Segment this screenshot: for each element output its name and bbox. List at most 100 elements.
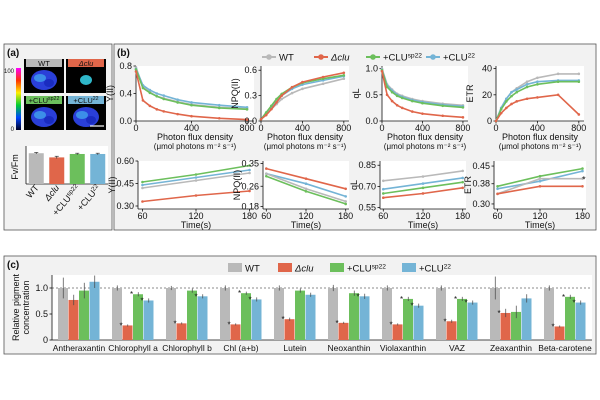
data-point-CLU22: [217, 103, 221, 107]
data-point-dclu: [290, 85, 294, 89]
significance-mark: *: [572, 299, 575, 308]
bar-CLU22: [89, 281, 100, 340]
y-axis-label: qL: [351, 88, 361, 98]
y-axis-label: ETR: [465, 84, 475, 103]
data-point-CLUsp22: [134, 68, 138, 71]
bar-CLUsp22: [457, 298, 467, 340]
data-point-WT: [536, 76, 539, 80]
data-point-WT: [141, 186, 144, 190]
legend-swatch-CLUsp22: [330, 263, 344, 272]
data-point-dclu: [148, 104, 152, 108]
x-tick-label: VAZ: [449, 343, 465, 353]
data-point-CLU22: [155, 92, 159, 95]
data-point-CLUsp22: [577, 80, 581, 84]
x-tick-label: 60: [137, 211, 147, 221]
bar-CLUsp22: [295, 290, 305, 340]
x-axis-label-2: (μmol photons m⁻² s⁻¹): [264, 142, 347, 151]
data-point-WT: [280, 97, 284, 101]
plant-blob-inner: [44, 116, 54, 124]
bar-CLUsp22: [349, 293, 359, 340]
data-point-CLU22: [461, 176, 464, 180]
data-point-CLU22: [162, 94, 166, 97]
data-point-dclu: [275, 101, 278, 104]
data-point-dclu: [382, 196, 385, 200]
y-axis-label-2: concentration: [21, 280, 31, 334]
data-point-CLUsp22: [342, 74, 346, 77]
bar-WT: [112, 288, 122, 340]
x-tick-label: Zeaxanthin: [490, 343, 532, 353]
data-point-dclu: [270, 107, 273, 111]
data-point-dclu: [194, 194, 198, 197]
data-point-WT: [538, 177, 542, 180]
data-point-WT: [556, 72, 560, 76]
bar-CLU22: [251, 299, 262, 340]
data-point-CLU22: [304, 182, 308, 186]
line-chart-b4: 0 400 800 0 20 40 ETR Photon flux density(μmol …: [465, 64, 586, 151]
data-point-CLUsp22: [411, 99, 414, 103]
data-point-WT: [304, 187, 308, 191]
bar-CLU22: [305, 294, 316, 340]
data-point-dclu: [259, 118, 263, 121]
legend-marker-dclu: [318, 54, 324, 60]
data-point-WT: [581, 177, 584, 180]
data-point-CLUsp22: [270, 104, 273, 108]
legend-b: WT Δclu +CLUsp22 +CLU22: [262, 53, 475, 64]
bar-CLU22: [521, 298, 532, 340]
data-point-dclu: [245, 118, 249, 121]
y-tick-label: 0.35: [241, 159, 259, 169]
y-tick-label: 0.3: [244, 91, 257, 101]
data-point-CLU22: [538, 179, 542, 183]
data-point-WT: [344, 200, 347, 203]
x-axis-label-2: (μmol photons m⁻² s⁻¹): [499, 142, 582, 151]
legend-label-CLUsp22: +CLUsp22: [347, 264, 386, 275]
bar-WT: [544, 288, 554, 340]
bar-CLUsp22: [69, 153, 85, 184]
data-point-CLU22: [344, 195, 347, 198]
significance-mark: *: [464, 299, 467, 308]
data-point-dclu: [515, 100, 519, 103]
data-point-CLU22: [581, 169, 584, 173]
y-tick-label: 0.0: [119, 116, 132, 126]
bar-CLU22: [413, 305, 424, 340]
x-tick-label: 400: [415, 123, 430, 133]
x-tick-label: Chlorophyll b: [162, 343, 212, 353]
legend-swatch-CLU22: [402, 263, 416, 272]
bar-CLU22: [467, 302, 478, 340]
data-point-WT: [525, 80, 529, 84]
significance-mark: *: [335, 319, 338, 328]
data-point-dclu: [421, 112, 424, 115]
data-point-dclu: [141, 99, 145, 102]
plot-area: [138, 161, 254, 209]
x-tick-label: 120: [415, 211, 430, 221]
data-point-CLUsp22: [538, 174, 542, 178]
significance-mark: *: [389, 320, 392, 329]
y-tick-label: 1.0: [35, 283, 48, 293]
image-label-0: WT: [38, 59, 50, 68]
y-axis-label: Y(II): [107, 176, 117, 193]
data-point-CLUsp22: [421, 186, 425, 190]
data-point-dclu: [190, 114, 193, 118]
data-point-CLUsp22: [382, 192, 385, 195]
bar-WT: [166, 288, 176, 340]
x-axis-label: Photon flux density: [157, 132, 234, 142]
data-point-dclu: [411, 110, 414, 113]
x-tick-label: 180: [338, 211, 353, 221]
data-point-dclu: [395, 103, 399, 107]
data-point-dclu: [510, 102, 513, 106]
bar-dclu: [49, 157, 65, 184]
bar-WT: [58, 288, 68, 340]
bar-dclu: [284, 319, 295, 340]
data-point-dclu: [264, 113, 268, 117]
line-chart-b8: 60 120 180 0.30 0.38 0.45 ETR Time(s) *: [463, 161, 590, 230]
x-tick-label: 180: [575, 211, 590, 221]
significance-mark: *: [497, 309, 500, 318]
data-point-CLUsp22: [275, 97, 278, 101]
y-tick-label: 0.0: [365, 116, 378, 126]
bar-CLUsp22: [187, 290, 197, 340]
x-tick-label: 120: [532, 211, 547, 221]
y-tick-label: 0.6: [244, 65, 257, 75]
data-point-CLUsp22: [510, 94, 513, 98]
data-point-dclu: [301, 80, 304, 84]
data-point-dclu: [385, 93, 389, 97]
significance-mark: *: [119, 321, 122, 330]
